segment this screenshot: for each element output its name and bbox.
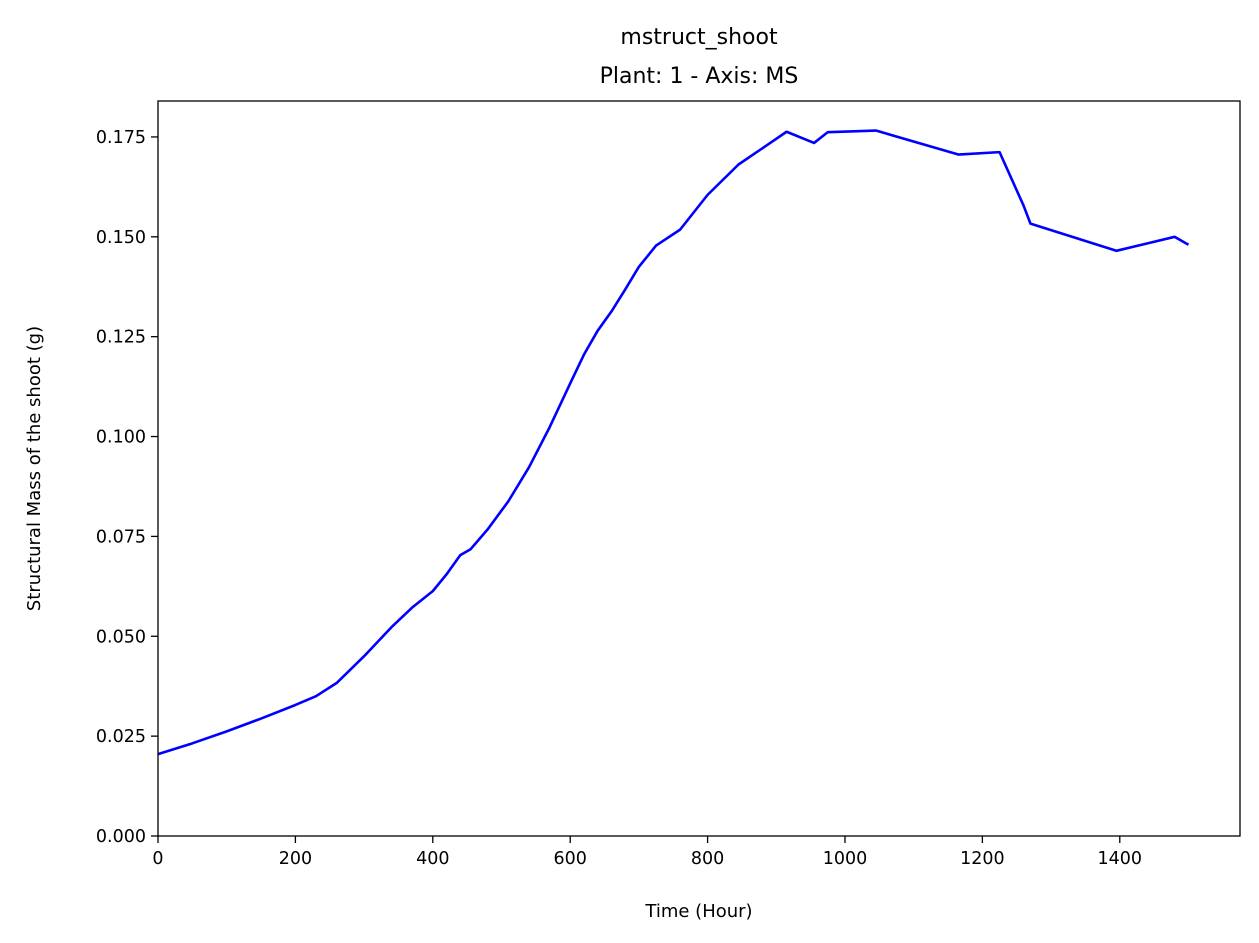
y-tick-label: 0.075 <box>96 527 146 547</box>
x-axis-label: Time (Hour) <box>644 901 752 922</box>
x-tick-label: 0 <box>152 849 163 869</box>
x-tick-label: 1200 <box>960 849 1005 869</box>
series-line <box>157 129 1190 756</box>
series-layer <box>157 129 1190 756</box>
plot-frame <box>157 100 1241 837</box>
y-tick-label: 0.150 <box>96 228 146 248</box>
y-tick-label: 0.050 <box>96 627 146 647</box>
x-tick-label: 800 <box>691 849 724 869</box>
x-axis-ticks: 0 200 400 600 800 1000 1200 1400 <box>152 836 1142 869</box>
y-tick-label: 0.175 <box>96 128 146 148</box>
chart-subtitle: Plant: 1 - Axis: MS <box>600 64 799 89</box>
y-tick-label: 0.025 <box>96 727 146 747</box>
x-tick-label: 1400 <box>1098 849 1143 869</box>
y-axis-ticks: 0.000 0.025 0.050 0.075 0.100 0.125 0.150 0.175 <box>96 128 158 847</box>
chart-title: mstruct_shoot <box>620 25 778 50</box>
x-tick-label: 1000 <box>823 849 868 869</box>
x-tick-label: 400 <box>416 849 449 869</box>
x-tick-label: 600 <box>553 849 586 869</box>
y-tick-label: 0.100 <box>96 428 146 448</box>
x-tick-label: 200 <box>279 849 312 869</box>
y-tick-label: 0.125 <box>96 328 146 348</box>
y-tick-label: 0.000 <box>96 827 146 847</box>
y-axis-label: Structural Mass of the shoot (g) <box>24 326 45 611</box>
